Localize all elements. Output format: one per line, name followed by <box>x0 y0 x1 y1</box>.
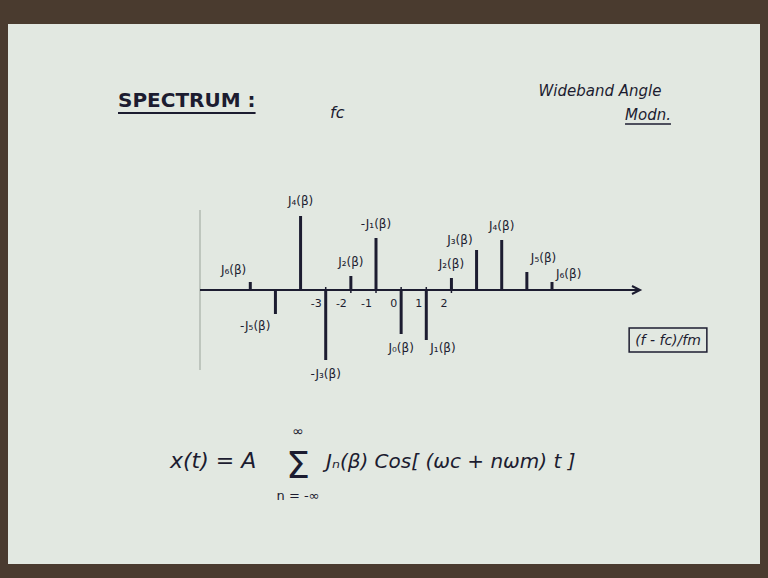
stem <box>450 278 453 290</box>
stem <box>551 282 554 290</box>
axis-arrow <box>632 286 640 294</box>
stem <box>375 238 378 290</box>
stem <box>400 290 403 334</box>
formula: x(t) = A <box>169 448 256 473</box>
stem-label: J₁(β) <box>429 341 455 355</box>
stem-label: J₂(β) <box>438 257 464 271</box>
frame <box>0 0 768 578</box>
stem-label: J₀(β) <box>387 341 413 355</box>
stem <box>299 216 302 290</box>
carrier-label: fc <box>330 103 345 122</box>
stem-label: -J₅(β) <box>240 319 270 333</box>
stem-label: J₃(β) <box>446 233 472 247</box>
root: SPECTRUM : fc Wideband Angle Modn. -3 -2 -1 0 1 2… <box>0 0 768 578</box>
subtitle-underline <box>625 123 671 125</box>
x-tick-label: -1 <box>361 297 372 310</box>
formula-limit: n = -∞ <box>277 488 320 503</box>
stem <box>475 250 478 290</box>
stem-label: J₄(β) <box>488 219 514 233</box>
x-tick-label: 2 <box>440 297 447 310</box>
stem-label: -J₁(β) <box>361 217 391 231</box>
x-tick-label: -3 <box>311 297 322 310</box>
x-axis-title: (f - fc)/fm <box>635 332 701 348</box>
stem <box>500 240 503 290</box>
stem <box>324 290 327 360</box>
stem-label: J₅(β) <box>530 251 556 265</box>
stem <box>525 272 528 290</box>
x-tick-label: -2 <box>336 297 347 310</box>
stem-label: J₄(β) <box>287 194 313 208</box>
title-underline <box>118 112 256 114</box>
x-axis <box>200 289 640 291</box>
stem <box>349 276 352 290</box>
board <box>8 24 760 564</box>
x-axis-title-box <box>629 328 707 352</box>
stem-label: -J₃(β) <box>311 367 341 381</box>
stems <box>250 216 552 360</box>
x-tick-label: 0 <box>390 297 397 310</box>
formula: Jₙ(β) Cos[ (ωc + nωm) t ] <box>322 449 575 473</box>
formula-sum: Σ <box>286 443 310 487</box>
x-tick-label: 1 <box>415 297 422 310</box>
stem-label: J₆(β) <box>220 263 246 277</box>
title: SPECTRUM : <box>118 88 256 112</box>
stem <box>249 282 252 290</box>
subtitle: Modn. <box>625 106 671 124</box>
formula-limit: ∞ <box>292 423 304 439</box>
chart: SPECTRUM : fc Wideband Angle Modn. -3 -2 -1 0 1 2… <box>0 0 768 578</box>
stem-label: J₂(β) <box>337 255 363 269</box>
stem <box>425 290 428 340</box>
stem-label: J₆(β) <box>555 267 581 281</box>
stem <box>274 290 277 314</box>
subtitle: Wideband Angle <box>539 82 662 100</box>
